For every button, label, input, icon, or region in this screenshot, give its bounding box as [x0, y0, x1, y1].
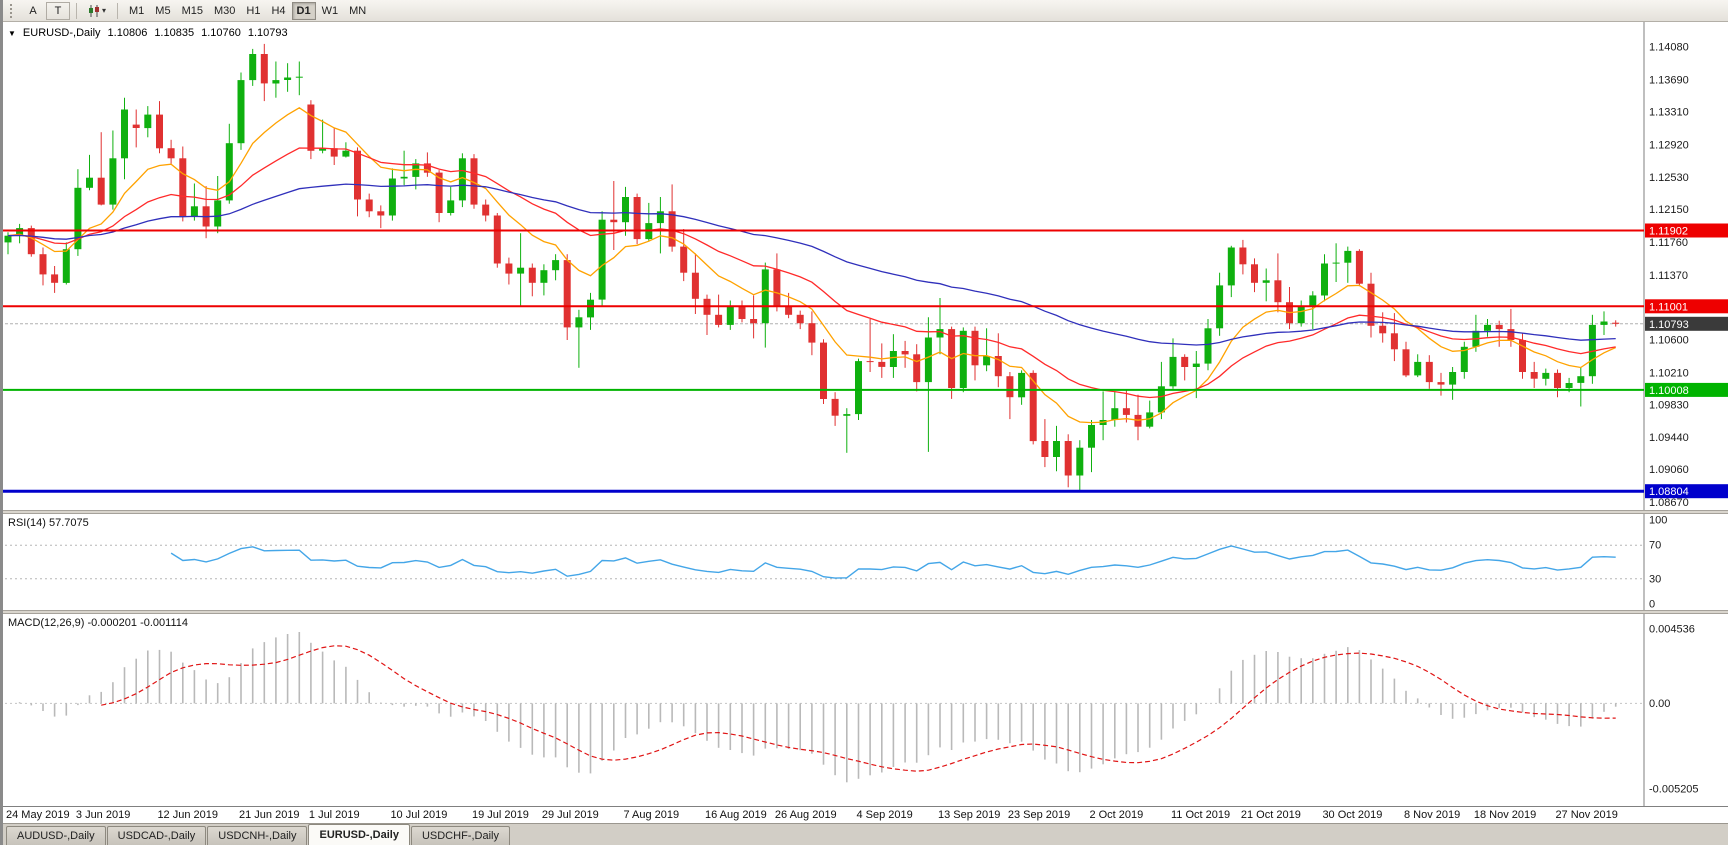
chart-tab-audusd[interactable]: AUDUSD-,Daily — [6, 826, 106, 845]
macd-canvas[interactable]: 0.004536 0.00 -0.005205 — [0, 614, 1728, 806]
time-axis[interactable]: 24 May 2019 3 Jun 2019 12 Jun 2019 21 Jun 2… — [0, 806, 1728, 823]
timeframe-button-w1[interactable]: W1 — [317, 2, 344, 20]
svg-text:1.09060: 1.09060 — [1649, 464, 1689, 476]
rsi-axis[interactable] — [1644, 514, 1728, 610]
time-axis-label: 29 Jul 2019 — [541, 809, 599, 821]
svg-text:0: 0 — [1649, 599, 1655, 611]
svg-text:-0.005205: -0.005205 — [1649, 783, 1699, 795]
time-axis-label: 24 May 2019 — [6, 809, 70, 821]
svg-text:1.08804: 1.08804 — [1649, 486, 1689, 498]
chart-tab-usdchf[interactable]: USDCHF-,Daily — [410, 826, 510, 845]
time-axis-label: 10 Jul 2019 — [390, 809, 448, 821]
panel-splitter[interactable] — [0, 610, 1728, 614]
timeframe-toolbar: M1 M5 M15 M30 H1 H4 D1 W1 MN — [124, 1, 371, 20]
timeframe-button-mn[interactable]: MN — [344, 2, 371, 20]
chart-tab-usdcnh[interactable]: USDCNH-,Daily — [207, 826, 308, 845]
timeframe-button-m1[interactable]: M1 — [124, 2, 149, 20]
rsi-canvas[interactable]: 100 70 30 0 — [0, 514, 1728, 610]
timeframe-button-h4[interactable]: H4 — [266, 2, 290, 20]
timeframe-button-m15[interactable]: M15 — [177, 2, 208, 20]
svg-text:1.11902: 1.11902 — [1649, 226, 1688, 238]
toolbar-separator — [117, 2, 119, 19]
time-axis-label: 12 Jun 2019 — [157, 809, 218, 821]
time-axis-label: 3 Jun 2019 — [75, 809, 131, 821]
svg-text:70: 70 — [1649, 540, 1661, 552]
svg-text:1.10210: 1.10210 — [1649, 367, 1689, 379]
time-axis-label: 16 Aug 2019 — [705, 809, 767, 821]
price-chart-panel[interactable]: ▼ EURUSD-,Daily 1.10806 1.10835 1.10760 … — [0, 22, 1728, 510]
time-axis-label: 18 Nov 2019 — [1473, 809, 1537, 821]
svg-text:1.08670: 1.08670 — [1649, 497, 1689, 509]
svg-text:1.13310: 1.13310 — [1649, 107, 1689, 119]
chevron-down-icon: ▾ — [102, 6, 107, 15]
svg-text:1.11760: 1.11760 — [1649, 237, 1688, 249]
cursor-tool-button[interactable]: A — [21, 2, 45, 20]
svg-text:30: 30 — [1649, 573, 1661, 585]
text-tool-button[interactable]: T — [46, 1, 70, 20]
time-axis-label: 8 Nov 2019 — [1404, 809, 1461, 821]
svg-text:1.11001: 1.11001 — [1649, 301, 1688, 313]
svg-text:1.10793: 1.10793 — [1649, 319, 1689, 331]
macd-indicator-panel[interactable]: MACD(12,26,9) -0.000201 -0.001114 0.0045… — [0, 614, 1728, 806]
timeframe-button-d1[interactable]: D1 — [291, 1, 316, 20]
time-axis-label: 21 Jun 2019 — [239, 809, 300, 821]
time-axis-label: 13 Sep 2019 — [938, 809, 1001, 821]
collapse-panel-icon[interactable]: ▼ — [8, 28, 16, 38]
toolbar-grip[interactable] — [10, 3, 14, 18]
price-axis[interactable] — [1644, 22, 1728, 510]
svg-text:1.10600: 1.10600 — [1649, 335, 1689, 347]
macd-axis[interactable] — [1644, 614, 1728, 806]
rsi-indicator-panel[interactable]: RSI(14) 57.7075 100 70 30 0 — [0, 514, 1728, 610]
candlestick-chart-icon — [88, 4, 100, 17]
svg-text:1.12920: 1.12920 — [1649, 139, 1689, 151]
svg-text:1.13690: 1.13690 — [1649, 75, 1689, 87]
chart-tab-usdcad[interactable]: USDCAD-,Daily — [106, 826, 207, 845]
time-axis-label: 1 Jul 2019 — [308, 809, 360, 821]
svg-text:100: 100 — [1649, 515, 1667, 527]
svg-text:1.12150: 1.12150 — [1649, 204, 1689, 216]
svg-text:1.09830: 1.09830 — [1649, 399, 1689, 411]
timeframe-button-m5[interactable]: M5 — [150, 2, 175, 20]
time-axis-label: 26 Aug 2019 — [774, 809, 837, 821]
time-axis-label: 11 Oct 2019 — [1171, 809, 1231, 821]
time-axis-label: 4 Sep 2019 — [856, 809, 913, 821]
svg-text:1.11370: 1.11370 — [1649, 270, 1688, 282]
time-axis-label: 2 Oct 2019 — [1089, 809, 1144, 821]
svg-text:1.14080: 1.14080 — [1649, 42, 1689, 54]
svg-text:0.004536: 0.004536 — [1649, 623, 1695, 635]
chart-tab-eurusd[interactable]: EURUSD-,Daily — [308, 824, 410, 845]
price-chart-canvas[interactable]: 1.14080 1.13690 1.13310 1.12920 1.12530 1.121… — [0, 22, 1728, 510]
chart-window: ▼ EURUSD-,Daily 1.10806 1.10835 1.10760 … — [0, 22, 1728, 845]
timeframe-button-m30[interactable]: M30 — [209, 2, 240, 20]
panel-splitter[interactable] — [0, 510, 1728, 514]
svg-text:1.12530: 1.12530 — [1649, 172, 1689, 184]
toolbar-separator — [76, 2, 77, 19]
chart-tab-bar: AUDUSD-,Daily USDCAD-,Daily USDCNH-,Daily E… — [0, 823, 1728, 845]
time-axis-label: 21 Oct 2019 — [1240, 809, 1301, 821]
time-axis-label: 19 Jul 2019 — [472, 809, 529, 821]
svg-text:1.09440: 1.09440 — [1649, 432, 1689, 444]
top-toolbar: A T ▾ M1 M5 M15 M30 H1 H4 D1 W1 MN — [0, 0, 1728, 22]
chart-type-dropdown-button[interactable]: ▾ — [83, 2, 111, 20]
time-axis-label: 7 Aug 2019 — [623, 809, 680, 821]
svg-text:1.10008: 1.10008 — [1649, 385, 1689, 397]
timeframe-button-h1[interactable]: H1 — [241, 2, 265, 20]
time-axis-label: 30 Oct 2019 — [1322, 809, 1383, 821]
time-axis-label: 23 Sep 2019 — [1007, 809, 1071, 821]
time-axis-label: 27 Nov 2019 — [1555, 809, 1618, 821]
svg-text:0.00: 0.00 — [1649, 698, 1670, 710]
